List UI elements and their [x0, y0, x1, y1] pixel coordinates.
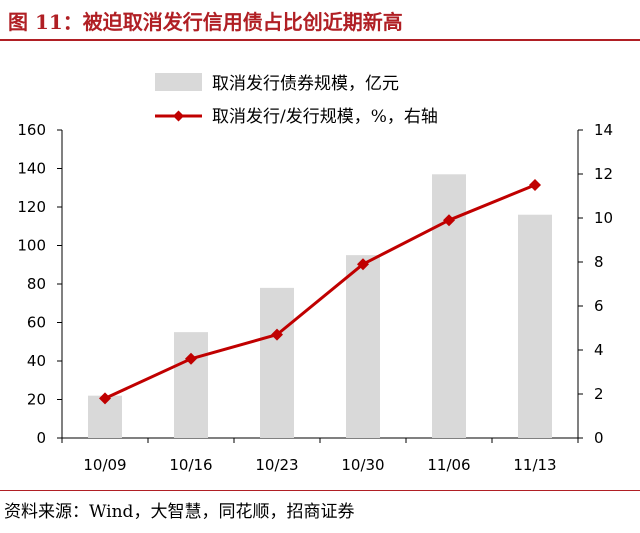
series-line: [104, 183, 536, 400]
line-point: [99, 392, 111, 405]
bar: [346, 255, 380, 438]
figure-title: 图 11：被迫取消发行信用债占比创近期新高: [8, 10, 403, 34]
right-tick-label: 4: [594, 341, 604, 359]
left-tick-label: 140: [17, 160, 46, 178]
line-series: [99, 179, 541, 405]
left-tick-label: 100: [17, 237, 46, 255]
left-tick-label: 0: [36, 429, 46, 447]
right-tick-label: 12: [594, 165, 613, 183]
source-rule: [0, 490, 640, 491]
line-point: [271, 328, 283, 341]
left-tick-label: 20: [27, 391, 46, 409]
left-tick-label: 40: [27, 352, 46, 370]
legend-line-marker: [173, 110, 184, 122]
x-tick-label: 11/06: [427, 456, 470, 474]
line-point: [185, 352, 197, 365]
x-tick-label: 10/30: [341, 456, 384, 474]
x-tick-label: 10/23: [255, 456, 298, 474]
bar: [260, 287, 294, 438]
bar-series: [88, 174, 552, 438]
legend-bar-label: 取消发行债券规模，亿元: [212, 74, 399, 94]
left-tick-label: 80: [27, 275, 46, 293]
combo-chart: 0 20 40 60 80 100 120 140 160 0 2 4 6 8 10 12 14 10/09 10/…: [17, 73, 613, 474]
left-tick-label: 120: [17, 198, 46, 216]
right-tick-label: 0: [594, 429, 604, 447]
x-tick-label: 11/13: [513, 456, 556, 474]
bar: [518, 214, 552, 438]
chart-axes: 0 20 40 60 80 100 120 140 160 0 2 4 6 8 10 12 14 10/09 10/…: [17, 121, 613, 474]
x-tick-label: 10/09: [83, 456, 126, 474]
right-tick-label: 10: [594, 209, 613, 227]
line-point: [443, 214, 455, 227]
legend-bar-swatch: [155, 73, 202, 91]
right-tick-label: 14: [594, 121, 613, 139]
source-note: 资料来源：Wind，大智慧，同花顺，招商证券: [4, 502, 355, 522]
line-point: [529, 179, 541, 191]
right-tick-label: 6: [594, 297, 604, 315]
left-tick-label: 160: [17, 121, 46, 139]
legend-line-label: 取消发行/发行规模，%，右轴: [212, 107, 438, 127]
title-rule: [0, 39, 640, 41]
right-tick-label: 2: [594, 385, 604, 403]
right-tick-label: 8: [594, 253, 604, 271]
left-tick-label: 60: [27, 314, 46, 332]
line-point: [357, 258, 369, 271]
bar: [174, 332, 208, 438]
x-tick-label: 10/16: [169, 456, 212, 474]
